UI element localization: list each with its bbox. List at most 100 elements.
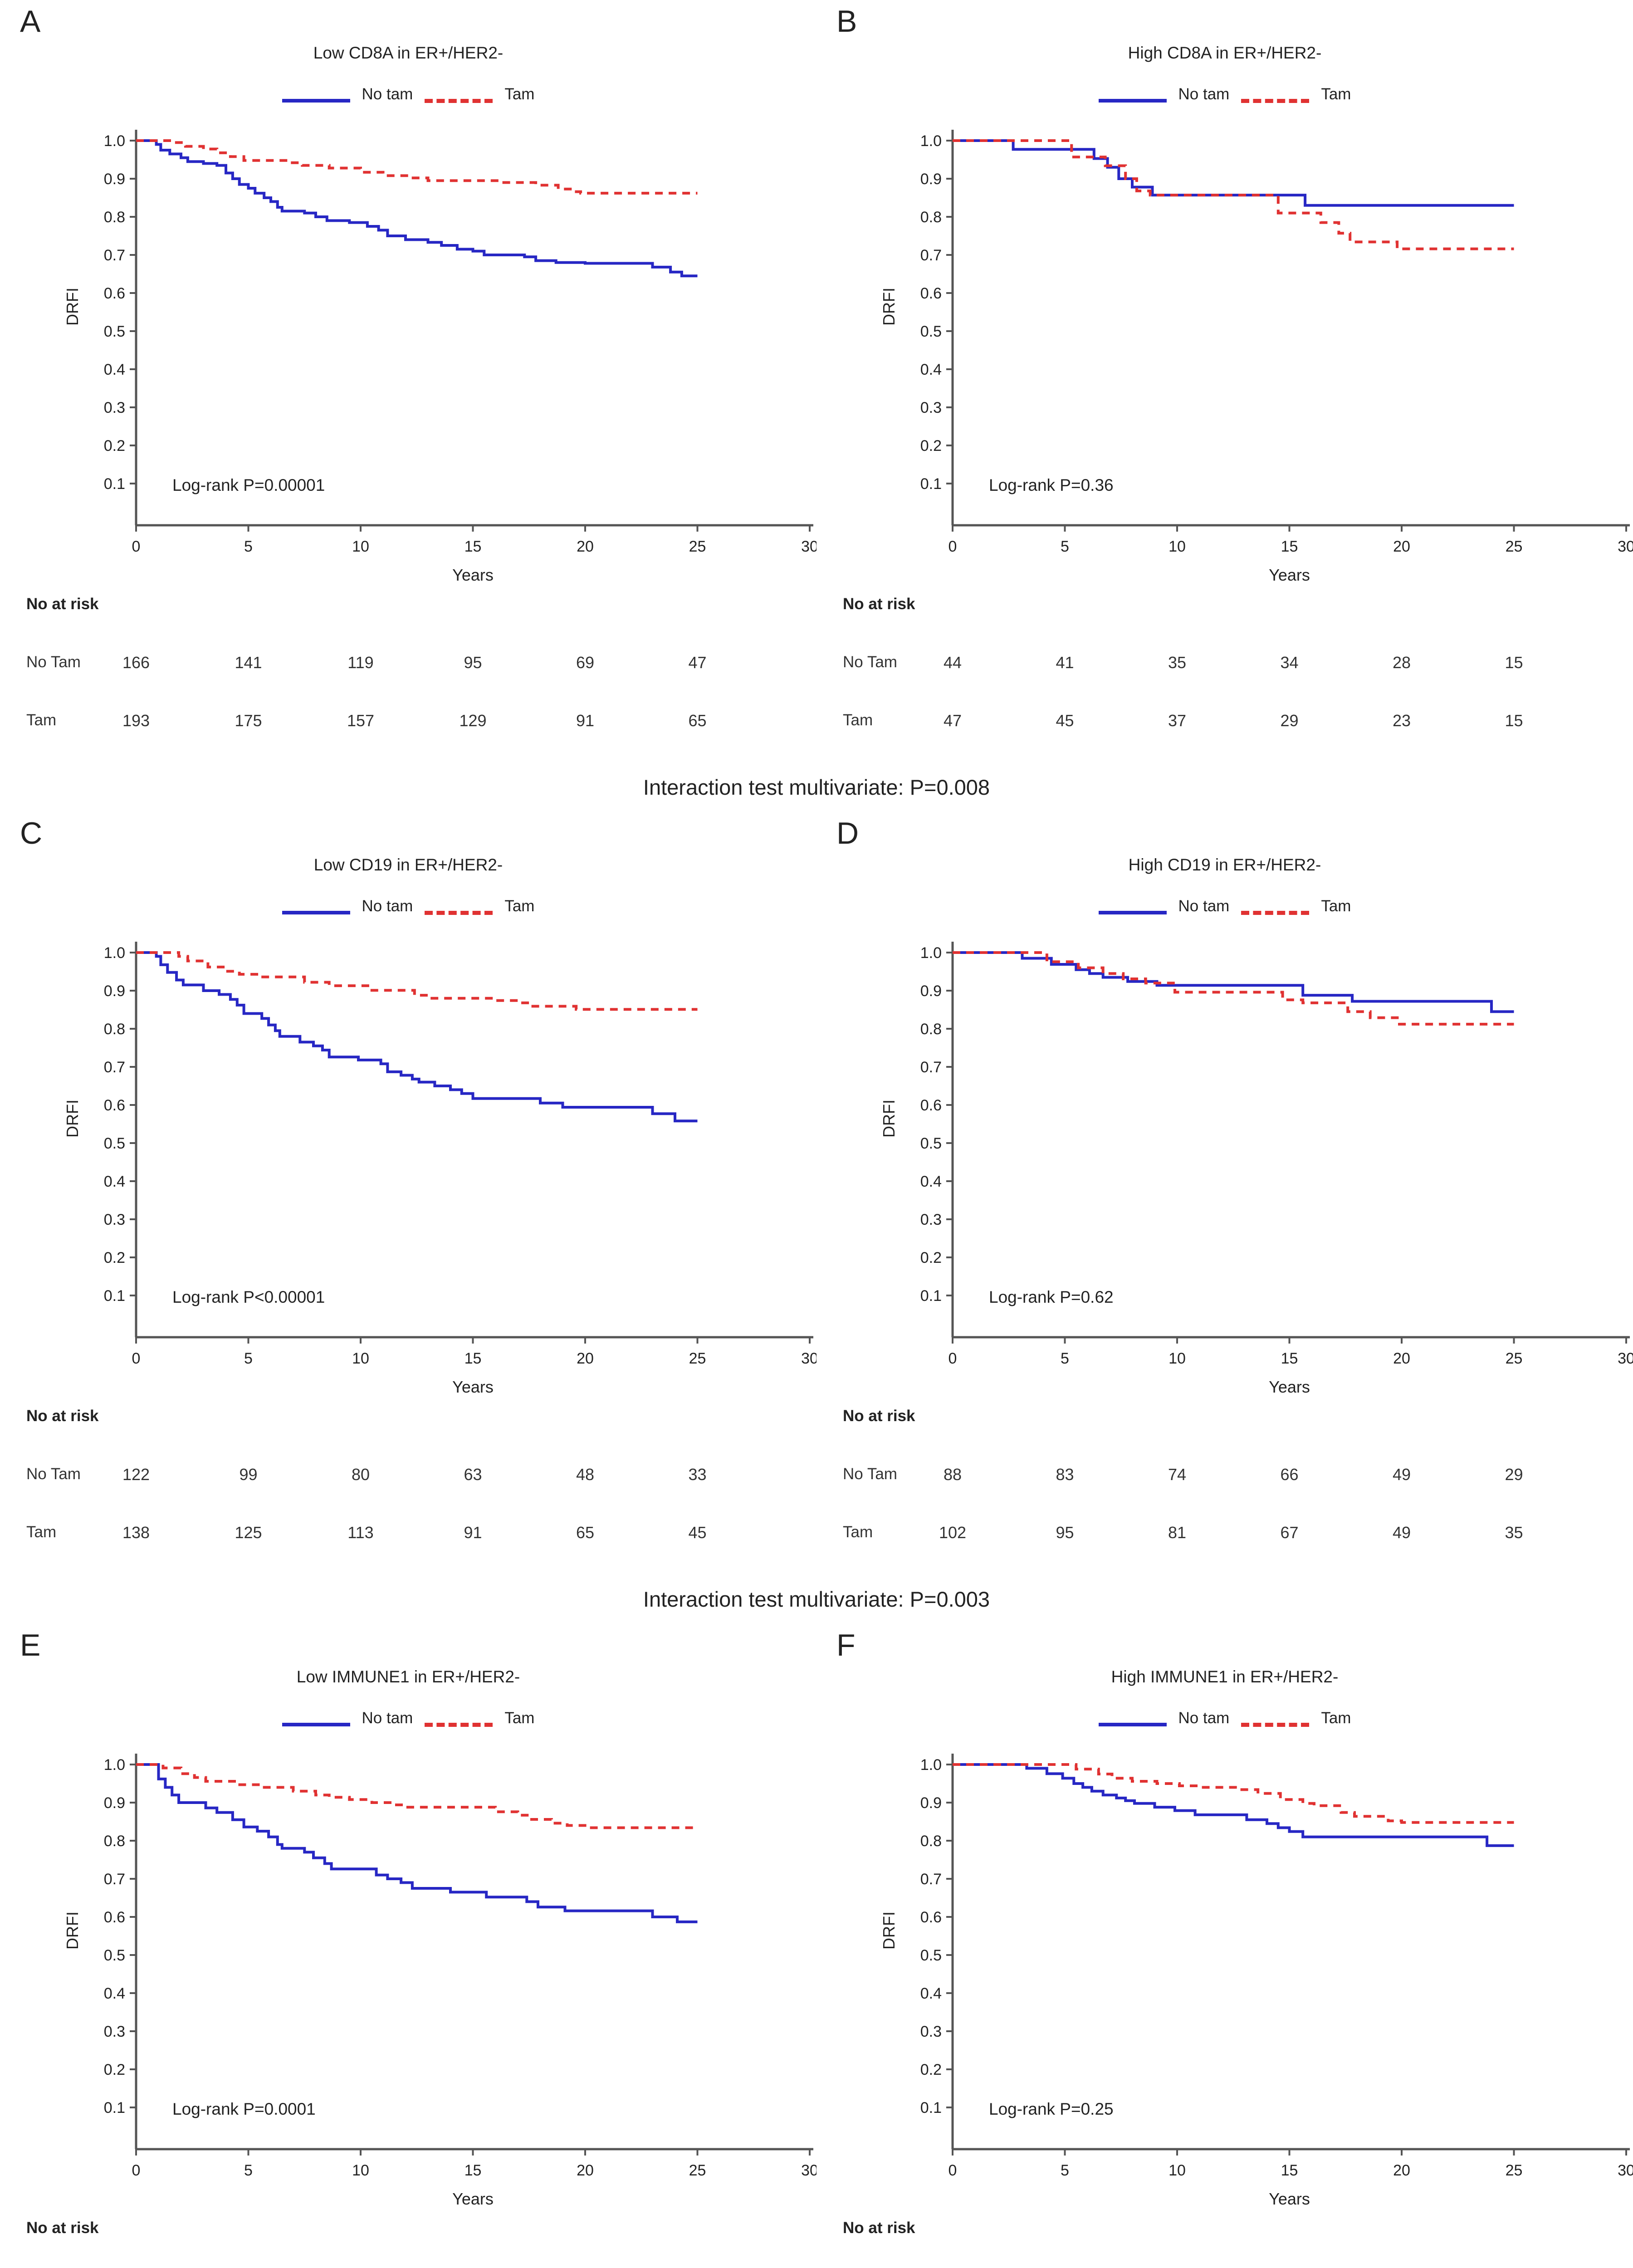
x-tick-label: 25 [1506,1350,1523,1367]
risk-count: 122 [122,1465,150,1484]
risk-count: 49 [1392,1465,1411,1484]
legend-line-tam [1241,910,1310,915]
x-axis-title: Years [1269,2190,1310,2208]
y-tick-label: 0.3 [104,2023,125,2040]
risk-count: 95 [464,653,482,672]
y-tick-label: 0.6 [920,285,942,302]
y-tick-label: 1.0 [920,944,942,962]
risk-count: 91 [464,1523,482,1542]
legend-label-no-tam: No tam [1178,85,1230,103]
risk-count: 29 [1280,711,1299,730]
km-plot: 0.1 0.2 0.3 0.4 0.5 0.6 0.7 0.8 0.9 1.0 0 5 10 15 20 25… [63,942,816,1396]
risk-row-label: No Tam [26,1465,81,1483]
y-tick-label: 0.2 [104,437,125,455]
y-tick-label: 0.4 [104,1985,125,2002]
km-plot: 0.1 0.2 0.3 0.4 0.5 0.6 0.7 0.8 0.9 1.0 0 5 10 15 20 25… [63,1754,816,2208]
x-tick-label: 15 [464,2162,482,2179]
risk-count: 91 [576,711,595,730]
x-tick-label: 5 [1061,2162,1069,2179]
risk-count: 35 [1168,653,1187,672]
legend-label-no-tam: No tam [1178,1709,1230,1727]
legend-line-tam [425,1722,493,1727]
panel-letter: A [20,4,41,39]
y-tick-label: 0.9 [104,1794,125,1812]
x-tick-label: 10 [352,2162,369,2179]
legend: No tam Tam [816,897,1633,915]
x-tick-label: 10 [1169,1350,1186,1367]
risk-count: 44 [943,653,962,672]
logrank-annotation: Log-rank P=0.62 [989,1288,1114,1306]
risk-row-label: No Tam [26,653,81,671]
x-tick-label: 10 [1169,538,1186,555]
y-tick-label: 1.0 [104,1756,125,1774]
y-tick-label: 0.1 [104,1287,125,1305]
x-axis-title: Years [1269,1378,1310,1396]
y-tick-label: 0.1 [104,2099,125,2116]
x-tick-label: 10 [352,1350,369,1367]
x-tick-label: 30 [801,1350,816,1367]
x-tick-label: 30 [801,538,816,555]
y-tick-label: 0.5 [104,1947,125,1964]
y-tick-label: 0.4 [104,361,125,378]
km-curve-tam [953,139,1514,250]
x-tick-label: 20 [577,538,594,555]
y-tick-label: 0.6 [104,285,125,302]
x-tick-label: 10 [1169,2162,1186,2179]
x-tick-label: 0 [132,2162,141,2179]
km-curve-tam [136,1763,698,1829]
y-tick-label: 0.1 [920,2099,942,2116]
y-tick-label: 0.6 [920,1097,942,1114]
y-tick-label: 0.9 [104,982,125,1000]
y-tick-label: 0.1 [920,1287,942,1305]
y-axis-title: DRFI [880,1100,898,1138]
legend-line-no-tam [282,99,350,103]
legend-label-tam: Tam [1321,1709,1351,1727]
x-tick-label: 30 [1618,2162,1633,2179]
x-tick-label: 25 [1506,2162,1523,2179]
risk-count: 34 [1280,653,1299,672]
y-tick-label: 1.0 [104,944,125,962]
logrank-annotation: Log-rank P=0.00001 [172,476,325,494]
risk-row-label: No Tam [843,653,897,671]
y-tick-label: 0.4 [104,1173,125,1190]
logrank-annotation: Log-rank P=0.0001 [172,2100,316,2118]
legend-line-tam [425,98,493,103]
x-tick-label: 15 [1281,2162,1298,2179]
x-axis-title: Years [1269,566,1310,584]
y-axis-title: DRFI [63,1911,82,1950]
y-tick-label: 0.1 [920,475,942,493]
x-tick-label: 20 [1393,538,1410,555]
x-tick-label: 5 [1061,538,1069,555]
risk-count: 65 [576,1523,595,1542]
x-tick-label: 0 [949,2162,957,2179]
x-tick-label: 15 [464,538,482,555]
panel-title: Low CD19 in ER+/HER2- [313,855,503,874]
y-tick-label: 0.3 [920,399,942,416]
panel-F: F High IMMUNE1 in ER+/HER2- No tam Tam 0… [816,1624,1633,2268]
x-tick-label: 5 [1061,1350,1069,1367]
risk-row-label: Tam [26,711,57,729]
risk-table-header: No at risk [26,2219,99,2237]
legend: No tam Tam [0,85,816,103]
y-tick-label: 1.0 [920,1756,942,1774]
panel-title: Low CD8A in ER+/HER2- [313,44,504,62]
x-tick-label: 20 [577,2162,594,2179]
risk-count: 80 [351,1465,370,1484]
y-tick-label: 1.0 [920,132,942,150]
y-tick-label: 0.9 [104,171,125,188]
y-tick-label: 0.8 [104,209,125,226]
legend-label-tam: Tam [504,897,535,915]
risk-table-header: No at risk [843,2219,915,2237]
y-tick-label: 0.8 [920,1833,942,1850]
km-plot: 0.1 0.2 0.3 0.4 0.5 0.6 0.7 0.8 0.9 1.0 0 5 10 15 20 25… [880,942,1633,1396]
legend: No tam Tam [0,1709,816,1727]
panel-title: High CD19 in ER+/HER2- [1128,855,1321,874]
y-tick-label: 0.8 [104,1833,125,1850]
panel-D: D High CD19 in ER+/HER2- No tam Tam 0.1 0… [816,812,1633,1574]
y-tick-label: 0.9 [920,171,942,188]
y-tick-label: 0.2 [104,2061,125,2078]
y-tick-label: 0.6 [920,1909,942,1926]
risk-count: 66 [1280,1465,1299,1484]
y-tick-label: 0.7 [104,1059,125,1076]
